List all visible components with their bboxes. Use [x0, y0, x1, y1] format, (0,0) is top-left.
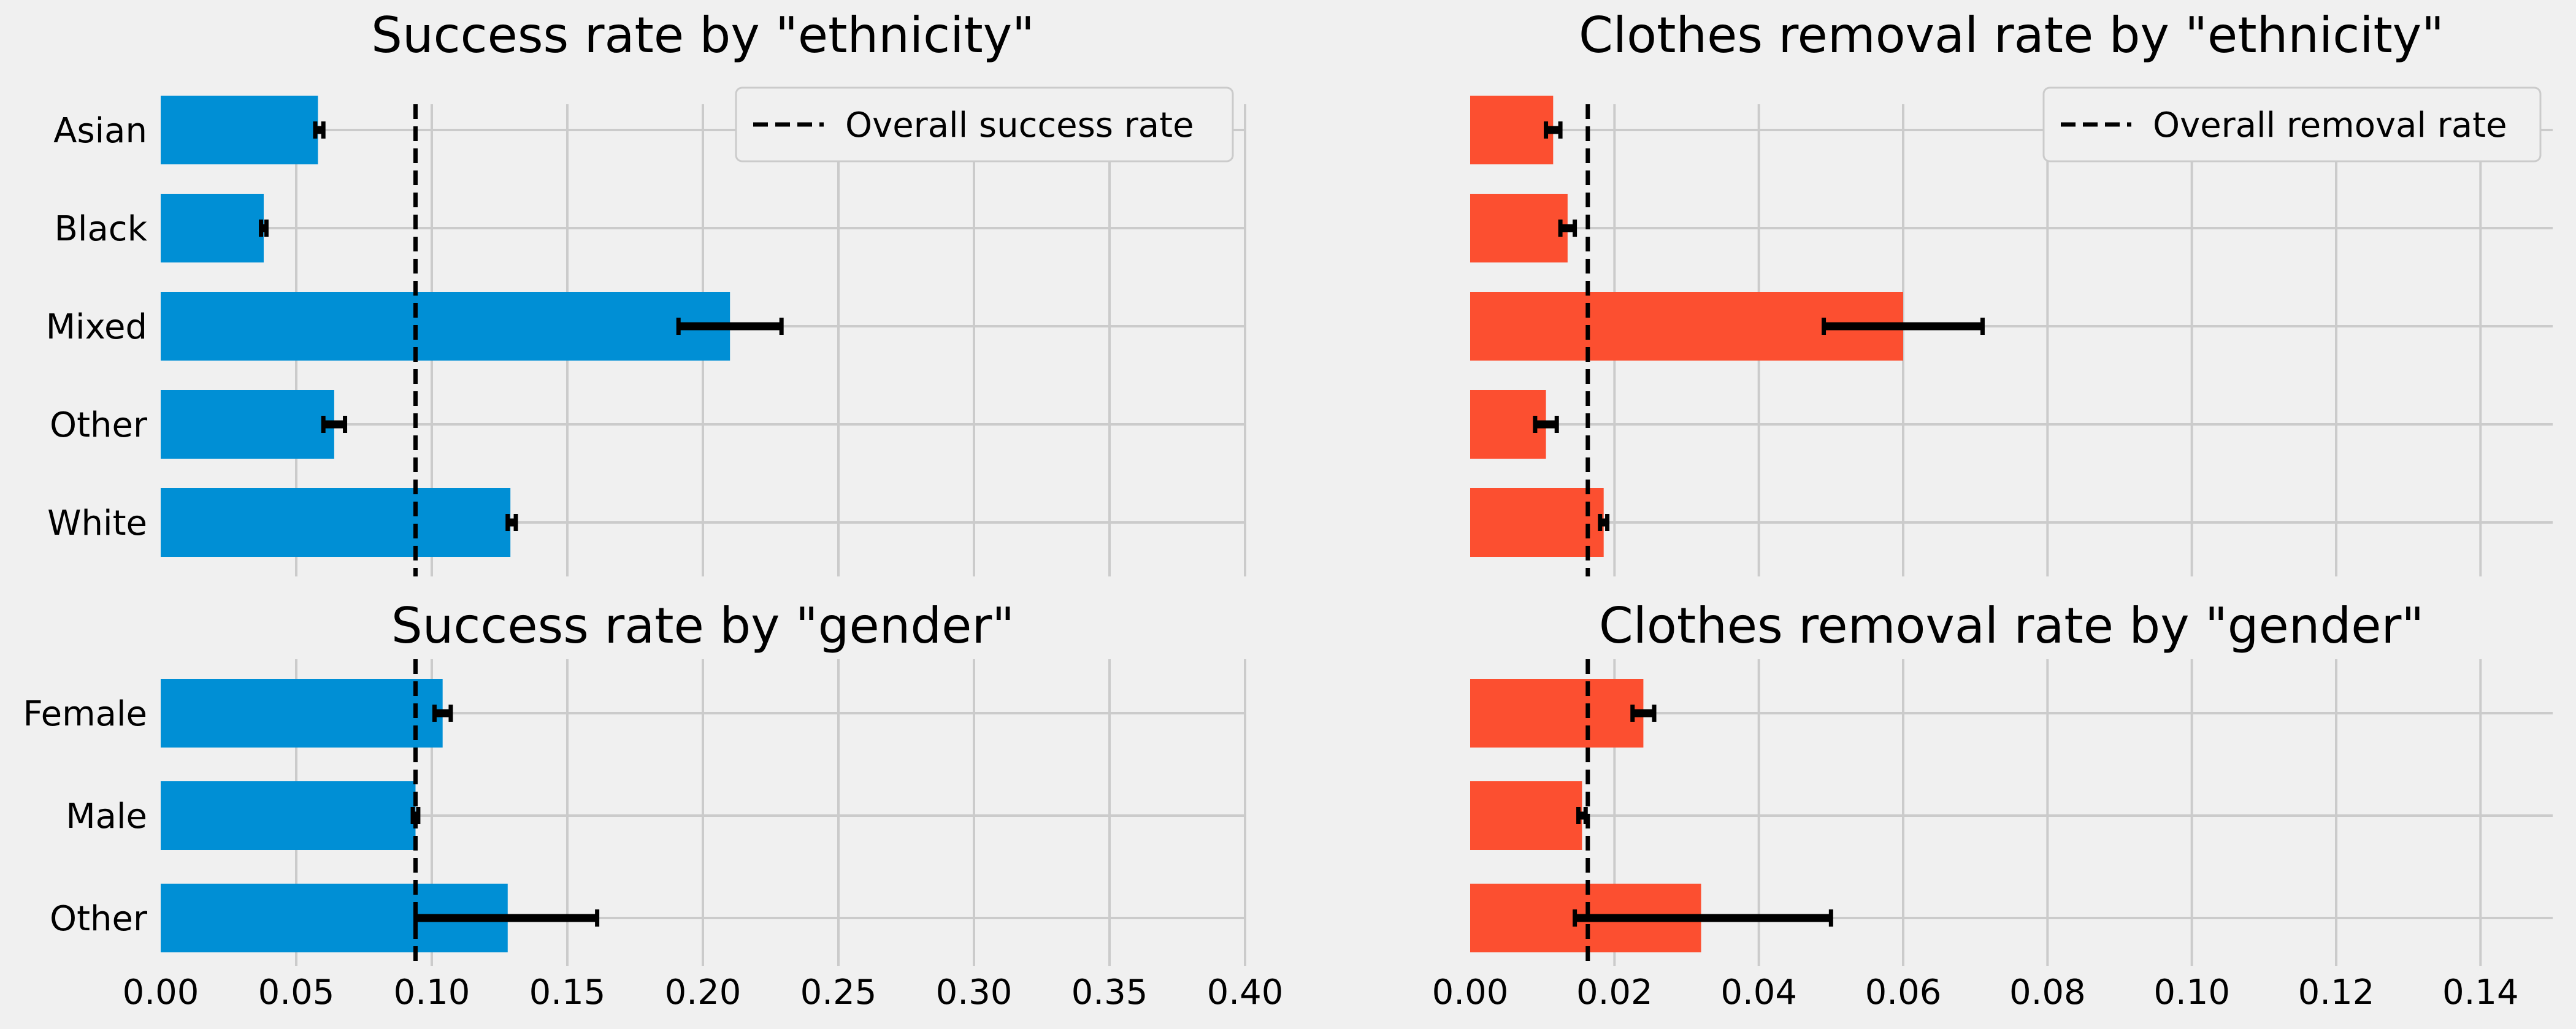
x-tick-label: 0.10	[394, 973, 470, 1012]
x-tick-label: 0.20	[665, 973, 742, 1012]
chart-title: Clothes removal rate by "ethnicity"	[1579, 7, 2444, 64]
category-label: Asian	[53, 111, 147, 151]
x-tick-label: 0.25	[800, 973, 877, 1012]
bar	[1470, 679, 1644, 748]
legend-label: Overall removal rate	[2153, 105, 2507, 145]
bar	[1470, 194, 1568, 262]
legend-box	[2042, 86, 2542, 163]
chart-title: Success rate by "ethnicity"	[371, 7, 1035, 64]
x-tick-label: 0.04	[1720, 973, 1797, 1012]
bar	[161, 292, 730, 361]
bar	[1470, 96, 1554, 164]
chart-panel-4: Clothes removal rate by "gender" 0.00 0.02…	[1432, 597, 2553, 1012]
x-tick-label: 0.00	[1432, 973, 1509, 1012]
x-tick-label: 0.30	[936, 973, 1013, 1012]
x-tick-label: 0.08	[2009, 973, 2086, 1012]
chart-panel-2: Clothes removal rate by "ethnicity" Overa…	[1470, 7, 2553, 576]
x-tick-label: 0.00	[123, 973, 199, 1012]
bar	[161, 390, 334, 459]
chart-panel-3: Female Male Other Success rate by "gender" 0…	[23, 597, 1284, 1012]
legend-box	[735, 86, 1234, 163]
category-label: Female	[23, 694, 147, 734]
x-tick-label: 0.14	[2442, 973, 2519, 1012]
category-label: Male	[66, 797, 147, 836]
x-tick-label: 0.12	[2298, 973, 2375, 1012]
bar	[1470, 488, 1604, 557]
bar	[161, 488, 511, 557]
category-label: Other	[50, 899, 148, 939]
x-tick-label: 0.15	[529, 973, 606, 1012]
x-tick-label: 0.40	[1207, 973, 1284, 1012]
chart-panel-1: Asian Black Mixed Other White Success rate by…	[46, 7, 1246, 576]
legend-label: Overall success rate	[845, 105, 1194, 145]
bar	[161, 194, 264, 262]
x-tick-label: 0.05	[258, 973, 335, 1012]
category-label: Mixed	[46, 307, 147, 347]
chart-title: Clothes removal rate by "gender"	[1599, 597, 2424, 654]
x-tick-label: 0.06	[1865, 973, 1942, 1012]
x-tick-label: 0.02	[1576, 973, 1653, 1012]
bar	[161, 96, 318, 164]
chart-title: Success rate by "gender"	[391, 597, 1014, 654]
category-label: Black	[54, 209, 147, 249]
bar	[161, 781, 416, 850]
x-tick-label: 0.10	[2153, 973, 2230, 1012]
category-label: White	[47, 503, 147, 543]
category-label: Other	[50, 405, 148, 445]
x-tick-label: 0.35	[1071, 973, 1148, 1012]
bar	[1470, 781, 1582, 850]
bar	[161, 679, 443, 748]
